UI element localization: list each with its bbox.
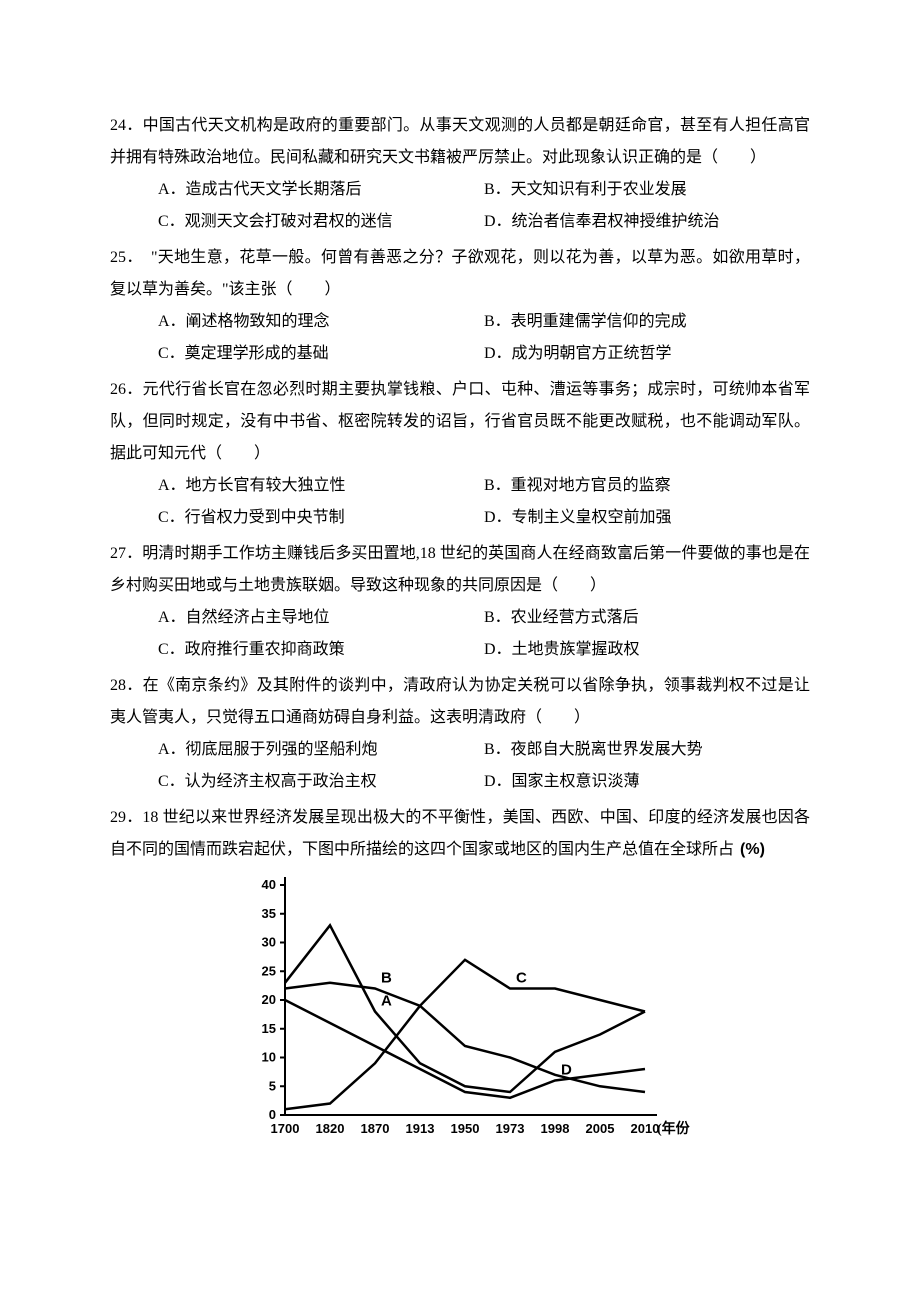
- question-text-part: 29．18 世纪以来世界经济发展呈现出极大的不平衡性，美国、西欧、中国、印度的经…: [110, 809, 810, 858]
- option-c: C．行省权力受到中央节制: [158, 502, 484, 534]
- question-26: 26．元代行省长官在忽必烈时期主要执掌钱粮、户口、屯种、漕运等事务；成宗时，可统…: [110, 374, 810, 534]
- x-tick-label: 1950: [451, 1121, 480, 1136]
- x-tick-label: 1700: [271, 1121, 300, 1136]
- option-a: A．地方长官有较大独立性: [158, 470, 484, 502]
- option-d: D．国家主权意识淡薄: [484, 766, 810, 798]
- option-b: B．天文知识有利于农业发展: [484, 174, 810, 206]
- option-b: B．农业经营方式落后: [484, 602, 810, 634]
- question-27: 27．明清时期手工作坊主赚钱后多买田置地,18 世纪的英国商人在经商致富后第一件…: [110, 538, 810, 666]
- series-label-D: D: [561, 1062, 572, 1079]
- options: A．阐述格物致知的理念B．表明重建儒学信仰的完成C．奠定理学形成的基础D．成为明…: [110, 306, 810, 370]
- question-28: 28．在《南京条约》及其附件的谈判中，清政府认为协定关税可以省除争执，领事裁判权…: [110, 670, 810, 798]
- x-tick-label: 2005: [586, 1121, 615, 1136]
- y-tick-label: 10: [262, 1050, 276, 1065]
- y-tick-label: 35: [262, 906, 276, 921]
- y-tick-label: 30: [262, 935, 276, 950]
- y-tick-label: 15: [262, 1021, 276, 1036]
- y-tick-label: 25: [262, 963, 276, 978]
- option-d: D．专制主义皇权空前加强: [484, 502, 810, 534]
- x-tick-label: 1820: [316, 1121, 345, 1136]
- y-tick-label: 0: [269, 1107, 276, 1122]
- option-c: C．认为经济主权高于政治主权: [158, 766, 484, 798]
- option-a: A．彻底屈服于列强的坚船利炮: [158, 734, 484, 766]
- question-text: 28．在《南京条约》及其附件的谈判中，清政府认为协定关税可以省除争执，领事裁判权…: [110, 670, 810, 734]
- gdp-share-chart: 0 5 10 15 20 25 30 35 40 1700 1820 1870 1913 1950 1973…: [230, 870, 690, 1150]
- option-a: A．自然经济占主导地位: [158, 602, 484, 634]
- y-tick-label: 20: [262, 992, 276, 1007]
- option-a: A．阐述格物致知的理念: [158, 306, 484, 338]
- option-c: C．观测天文会打破对君权的迷信: [158, 206, 484, 238]
- option-d: D．土地贵族掌握政权: [484, 634, 810, 666]
- question-text: 27．明清时期手工作坊主赚钱后多买田置地,18 世纪的英国商人在经商致富后第一件…: [110, 538, 810, 602]
- series-label-B: B: [381, 970, 392, 987]
- question-29: 29．18 世纪以来世界经济发展呈现出极大的不平衡性，美国、西欧、中国、印度的经…: [110, 802, 810, 866]
- series-A: [285, 925, 645, 1092]
- x-tick-label: 1998: [541, 1121, 570, 1136]
- option-c: C．奠定理学形成的基础: [158, 338, 484, 370]
- x-tick-label: 2010: [631, 1121, 660, 1136]
- option-d: D．统治者信奉君权神授维护统治: [484, 206, 810, 238]
- options: A．彻底屈服于列强的坚船利炮B．夜郎自大脱离世界发展大势C．认为经济主权高于政治…: [110, 734, 810, 798]
- option-b: B．表明重建儒学信仰的完成: [484, 306, 810, 338]
- x-tick-label: 1870: [361, 1121, 390, 1136]
- question-24: 24．中国古代天文机构是政府的重要部门。从事天文观测的人员都是朝廷命官，甚至有人…: [110, 110, 810, 238]
- question-text: 25． "天地生意，花草一般。何曾有善恶之分？子欲观花，则以花为善，以草为恶。如…: [110, 242, 810, 306]
- x-axis-unit: (年份): [657, 1120, 690, 1137]
- option-c: C．政府推行重农抑商政策: [158, 634, 484, 666]
- question-text: 29．18 世纪以来世界经济发展呈现出极大的不平衡性，美国、西欧、中国、印度的经…: [110, 802, 810, 866]
- option-b: B．重视对地方官员的监察: [484, 470, 810, 502]
- chart-svg: 0 5 10 15 20 25 30 35 40 1700 1820 1870 1913 1950 1973…: [230, 870, 690, 1150]
- series-label-C: C: [516, 970, 527, 987]
- option-a: A．造成古代天文学长期落后: [158, 174, 484, 206]
- x-tick-label: 1913: [406, 1121, 435, 1136]
- question-25: 25． "天地生意，花草一般。何曾有善恶之分？子欲观花，则以花为善，以草为恶。如…: [110, 242, 810, 370]
- option-b: B．夜郎自大脱离世界发展大势: [484, 734, 810, 766]
- percent-label: (%): [740, 841, 765, 858]
- options: A．地方长官有较大独立性B．重视对地方官员的监察C．行省权力受到中央节制D．专制…: [110, 470, 810, 534]
- options: A．造成古代天文学长期落后B．天文知识有利于农业发展C．观测天文会打破对君权的迷…: [110, 174, 810, 238]
- question-text: 26．元代行省长官在忽必烈时期主要执掌钱粮、户口、屯种、漕运等事务；成宗时，可统…: [110, 374, 810, 470]
- y-tick-label: 5: [269, 1078, 276, 1093]
- options: A．自然经济占主导地位B．农业经营方式落后C．政府推行重农抑商政策D．土地贵族掌…: [110, 602, 810, 666]
- option-d: D．成为明朝官方正统哲学: [484, 338, 810, 370]
- question-text: 24．中国古代天文机构是政府的重要部门。从事天文观测的人员都是朝廷命官，甚至有人…: [110, 110, 810, 174]
- x-tick-label: 1973: [496, 1121, 525, 1136]
- y-tick-label: 40: [262, 877, 276, 892]
